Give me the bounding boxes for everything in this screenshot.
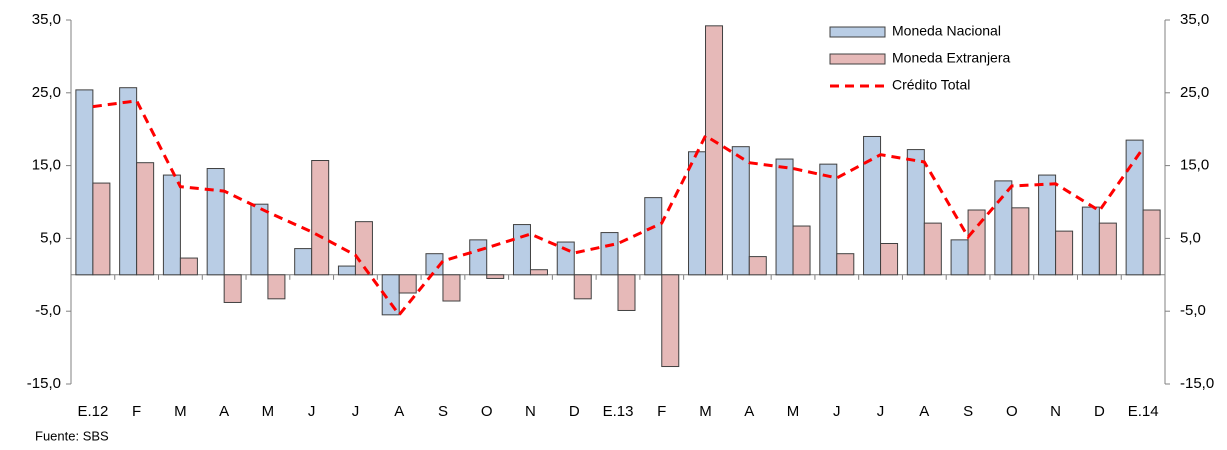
- bar: [863, 135, 882, 276]
- bar: [294, 248, 313, 276]
- bar: [119, 87, 138, 276]
- x-tick-label: D: [1094, 403, 1105, 420]
- bar: [1055, 230, 1074, 276]
- bar: [250, 203, 269, 276]
- bar: [311, 160, 330, 276]
- y-tick-label: 35,0: [32, 11, 61, 28]
- bar: [967, 209, 986, 276]
- bar: [381, 274, 400, 316]
- bar: [469, 239, 488, 276]
- x-tick-label: D: [569, 403, 580, 420]
- bar: [206, 168, 225, 276]
- bar: [1011, 207, 1030, 276]
- bar: [617, 274, 636, 311]
- x-tick-label: J: [833, 403, 841, 420]
- bar: [179, 257, 198, 276]
- x-tick-label: M: [262, 403, 275, 420]
- x-tick-label: S: [438, 403, 448, 420]
- bar: [136, 162, 155, 276]
- bar: [644, 197, 663, 276]
- legend-swatch: [829, 26, 886, 38]
- bar: [1038, 174, 1057, 276]
- x-tick-label: E.14: [1128, 403, 1159, 420]
- bar: [398, 274, 417, 294]
- line: [92, 99, 1145, 318]
- x-tick-label: A: [744, 403, 754, 420]
- bar: [162, 174, 181, 276]
- x-tick-label: E.12: [77, 403, 108, 420]
- bar: [906, 149, 925, 276]
- y2-tick-label: 5,0: [1180, 229, 1201, 246]
- x-tick-label: J: [352, 403, 360, 420]
- bar: [994, 180, 1013, 276]
- legend-swatch: [829, 53, 886, 65]
- bar: [1142, 209, 1161, 276]
- bar: [688, 151, 707, 276]
- bar: [442, 274, 461, 302]
- x-tick-label: A: [394, 403, 404, 420]
- y2-tick-label: -5,0: [1180, 302, 1206, 319]
- y2-tick-label: 15,0: [1180, 157, 1209, 174]
- x-tick-label: M: [174, 403, 187, 420]
- x-tick-label: A: [219, 403, 229, 420]
- legend-label: Crédito Total: [892, 77, 970, 93]
- bar: [223, 274, 242, 303]
- bar: [75, 89, 94, 276]
- bar: [705, 25, 724, 276]
- x-tick-label: J: [308, 403, 316, 420]
- bar: [731, 146, 750, 276]
- x-tick-label: N: [1050, 403, 1061, 420]
- bar: [337, 265, 356, 276]
- y2-tick-label: -15,0: [1180, 375, 1214, 392]
- x-tick-label: N: [525, 403, 536, 420]
- bar: [880, 242, 899, 276]
- y2-tick-label: 25,0: [1180, 84, 1209, 101]
- bar: [819, 163, 838, 276]
- bar: [748, 256, 767, 276]
- bar: [950, 239, 969, 276]
- bar: [600, 232, 619, 276]
- y-tick-label: -5,0: [35, 302, 61, 319]
- x-tick-label: E.13: [603, 403, 634, 420]
- x-tick-label: A: [919, 403, 929, 420]
- x-tick-label: S: [963, 403, 973, 420]
- y-tick-label: 5,0: [40, 229, 61, 246]
- y-tick-label: 15,0: [32, 157, 61, 174]
- x-tick-label: O: [1006, 403, 1018, 420]
- bar: [425, 253, 444, 276]
- bar: [556, 241, 575, 276]
- x-tick-label: M: [787, 403, 800, 420]
- y2-tick-label: 35,0: [1180, 11, 1209, 28]
- bar: [1081, 206, 1100, 276]
- y-tick-label: 25,0: [32, 84, 61, 101]
- bar: [1098, 222, 1117, 276]
- bar: [836, 253, 855, 276]
- bar: [486, 274, 505, 279]
- legend-label: Moneda Nacional: [892, 23, 1001, 39]
- x-tick-label: F: [657, 403, 666, 420]
- y-tick-label: -15,0: [27, 375, 61, 392]
- bar: [1125, 139, 1144, 276]
- x-tick-label: F: [132, 403, 141, 420]
- x-tick-label: O: [481, 403, 493, 420]
- bar: [923, 222, 942, 276]
- legend-label: Moneda Extranjera: [892, 50, 1011, 66]
- bar: [661, 274, 680, 368]
- x-tick-label: J: [877, 403, 885, 420]
- bar: [512, 224, 531, 276]
- bar: [267, 274, 286, 300]
- bar: [92, 182, 111, 276]
- bar: [792, 225, 811, 276]
- x-tick-label: M: [699, 403, 712, 420]
- bar: [529, 269, 548, 276]
- source-note: Fuente: SBS: [35, 428, 109, 443]
- bar: [775, 158, 794, 276]
- bar: [573, 274, 592, 300]
